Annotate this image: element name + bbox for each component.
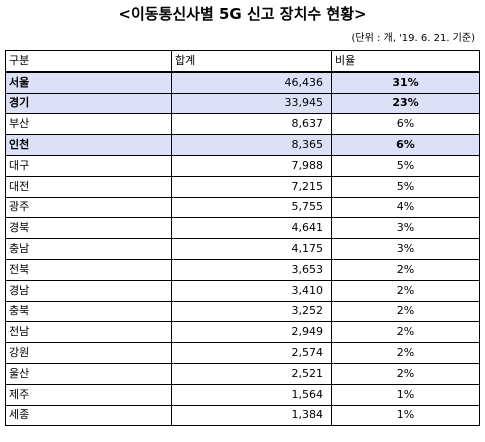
table-row: 충북 3,252 2% — [5, 300, 480, 323]
cell-total: 3,410 — [171, 279, 332, 302]
cell-ratio: 6% — [331, 134, 480, 156]
cell-ratio: 31% — [331, 70, 480, 94]
header-total: 합계 — [171, 49, 332, 73]
cell-region: 울산 — [5, 362, 172, 385]
cell-region: 인천 — [5, 134, 172, 156]
cell-region: 충북 — [5, 300, 172, 323]
cell-ratio: 2% — [331, 258, 480, 281]
cell-region: 제주 — [5, 383, 172, 406]
cell-region: 경남 — [5, 279, 172, 302]
cell-region: 경기 — [5, 92, 172, 115]
cell-total: 2,574 — [171, 342, 332, 364]
cell-total: 8,637 — [171, 113, 332, 136]
cell-ratio: 5% — [331, 175, 480, 198]
cell-ratio: 2% — [331, 342, 480, 364]
table-row: 인천 8,365 6% — [5, 134, 480, 156]
cell-ratio: 2% — [331, 300, 480, 323]
table-row: 대전 7,215 5% — [5, 175, 480, 198]
cell-ratio: 1% — [331, 404, 480, 427]
cell-total: 8,365 — [171, 134, 332, 156]
cell-total: 4,641 — [171, 217, 332, 240]
table-row: 광주 5,755 4% — [5, 196, 480, 219]
cell-region: 충남 — [5, 238, 172, 260]
cell-ratio: 2% — [331, 321, 480, 344]
cell-total: 5,755 — [171, 196, 332, 219]
cell-region: 세종 — [5, 404, 172, 427]
table-row: 경기 33,945 23% — [5, 92, 480, 115]
cell-ratio: 4% — [331, 196, 480, 219]
cell-region: 부산 — [5, 113, 172, 136]
cell-ratio: 6% — [331, 113, 480, 136]
table-header-row: 구분 합계 비율 — [5, 49, 480, 73]
header-ratio: 비율 — [331, 49, 480, 73]
table-row: 경남 3,410 2% — [5, 279, 480, 302]
table-row: 울산 2,521 2% — [5, 362, 480, 385]
cell-ratio: 1% — [331, 383, 480, 406]
cell-ratio: 23% — [331, 92, 480, 115]
cell-total: 4,175 — [171, 238, 332, 260]
cell-total: 33,945 — [171, 92, 332, 115]
cell-ratio: 3% — [331, 217, 480, 240]
table-row: 전남 2,949 2% — [5, 321, 480, 344]
cell-region: 강원 — [5, 342, 172, 364]
cell-ratio: 3% — [331, 238, 480, 260]
cell-region: 전북 — [5, 258, 172, 281]
cell-region: 전남 — [5, 321, 172, 344]
cell-region: 경북 — [5, 217, 172, 240]
cell-total: 2,949 — [171, 321, 332, 344]
page-title: <이동통신사별 5G 신고 장치수 현황> — [118, 5, 367, 23]
cell-ratio: 5% — [331, 154, 480, 177]
table-row: 부산 8,637 6% — [5, 113, 480, 136]
cell-total: 2,521 — [171, 362, 332, 385]
cell-ratio: 2% — [331, 362, 480, 385]
cell-total: 3,252 — [171, 300, 332, 323]
table-row: 서울 46,436 31% — [5, 70, 480, 94]
cell-total: 1,384 — [171, 404, 332, 427]
table-row: 전북 3,653 2% — [5, 258, 480, 281]
cell-region: 대구 — [5, 154, 172, 177]
cell-ratio: 2% — [331, 279, 480, 302]
device-count-table: 구분 합계 비율 서울 46,436 31% 경기 33,945 23% 부산 8,637 6%… — [5, 49, 480, 427]
cell-total: 1,564 — [171, 383, 332, 406]
cell-region: 대전 — [5, 175, 172, 198]
unit-note: (단위 : 개, '19. 6. 21. 기준) — [351, 33, 475, 44]
table-row: 경북 4,641 3% — [5, 217, 480, 240]
cell-total: 7,215 — [171, 175, 332, 198]
table-row: 강원 2,574 2% — [5, 342, 480, 364]
cell-region: 광주 — [5, 196, 172, 219]
table-row: 대구 7,988 5% — [5, 154, 480, 177]
cell-region: 서울 — [5, 70, 172, 94]
cell-total: 46,436 — [171, 70, 332, 94]
cell-total: 7,988 — [171, 154, 332, 177]
table-row: 충남 4,175 3% — [5, 238, 480, 260]
header-region: 구분 — [5, 49, 172, 73]
table-row: 세종 1,384 1% — [5, 404, 480, 427]
cell-total: 3,653 — [171, 258, 332, 281]
table-row: 제주 1,564 1% — [5, 383, 480, 406]
